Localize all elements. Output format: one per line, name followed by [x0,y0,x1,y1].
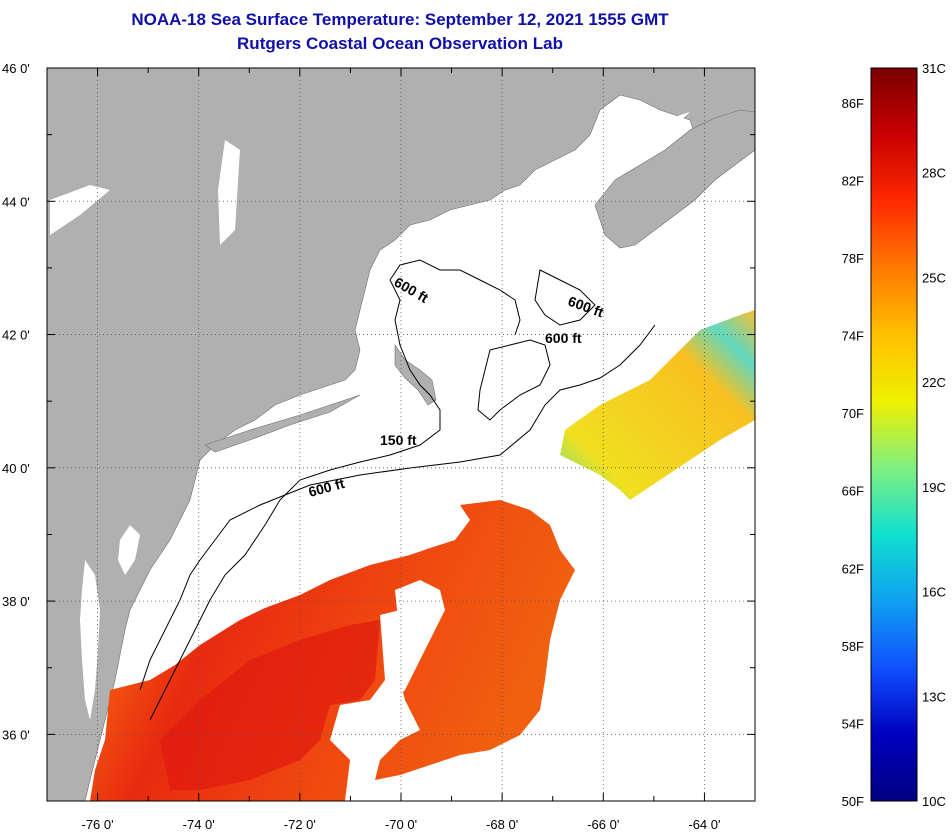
colorbar-c-label: 10C [922,794,946,809]
map-subtitle: Rutgers Coastal Ocean Observation Lab [237,34,563,53]
longitude-label: -74 0' [183,817,215,832]
colorbar-f-label: 70F [842,406,864,421]
colorbar-celsius-labels: 31C 28C 25C 22C 19C 16C 13C 10C [922,61,946,809]
sst-swath-northeast [560,310,755,500]
bay-of-fundy [585,112,690,182]
cloud-gap [385,580,445,700]
chesapeake-bay [80,560,100,720]
latitude-label: 42 0' [2,328,30,343]
longitude-label: -76 0' [82,817,114,832]
colorbar-fahrenheit-labels: 86F 82F 78F 74F 70F 66F 62F 58F 54F 50F [842,96,864,809]
land-cape-cod [394,344,437,406]
colorbar-f-label: 54F [842,716,864,731]
colorbar-c-label: 22C [922,375,946,390]
colorbar-c-label: 19C [922,480,946,495]
colorbar-c-label: 16C [922,585,946,600]
land-nova-scotia [594,109,755,249]
colorbar-c-label: 25C [922,270,946,285]
land-mainland [47,68,755,801]
latitude-label: 44 0' [2,194,30,209]
longitude-labels: -76 0' -74 0' -72 0' -70 0' -68 0' -66 0' -64 … [82,817,721,832]
lake [50,185,110,235]
delaware-bay [118,525,140,575]
longitude-label: -68 0' [486,817,518,832]
longitude-label: -72 0' [284,817,316,832]
land-long-island [204,394,361,453]
colorbar-c-label: 13C [922,689,946,704]
lake [218,140,240,245]
contour-label: 600 ft [545,330,582,346]
colorbar-f-label: 86F [842,96,864,111]
colorbar-f-label: 74F [842,329,864,344]
latitude-label: 36 0' [2,727,30,742]
longitude-label: -64 0' [688,817,720,832]
colorbar-c-label: 31C [922,61,946,76]
map-frame [46,67,756,802]
colorbar-f-label: 62F [842,561,864,576]
colorbar-f-label: 82F [842,173,864,188]
colorbar-c-label: 28C [922,166,946,181]
colorbar-f-label: 78F [842,251,864,266]
latitude-label: 46 0' [2,61,30,76]
contour-label: 150 ft [380,432,417,448]
colorbar-f-label: 66F [842,484,864,499]
longitude-label: -66 0' [587,817,619,832]
latitude-labels: 46 0' 44 0' 42 0' 40 0' 38 0' 36 0' [2,61,30,742]
latitude-label: 40 0' [2,461,30,476]
latitude-label: 38 0' [2,594,30,609]
colorbar-f-label: 58F [842,639,864,654]
depth-contours [139,259,656,721]
color-bar [870,67,918,802]
map-title: NOAA-18 Sea Surface Temperature: Septemb… [131,10,669,29]
sst-warm-core [160,620,380,790]
longitude-label: -70 0' [385,817,417,832]
colorbar-f-label: 50F [842,794,864,809]
